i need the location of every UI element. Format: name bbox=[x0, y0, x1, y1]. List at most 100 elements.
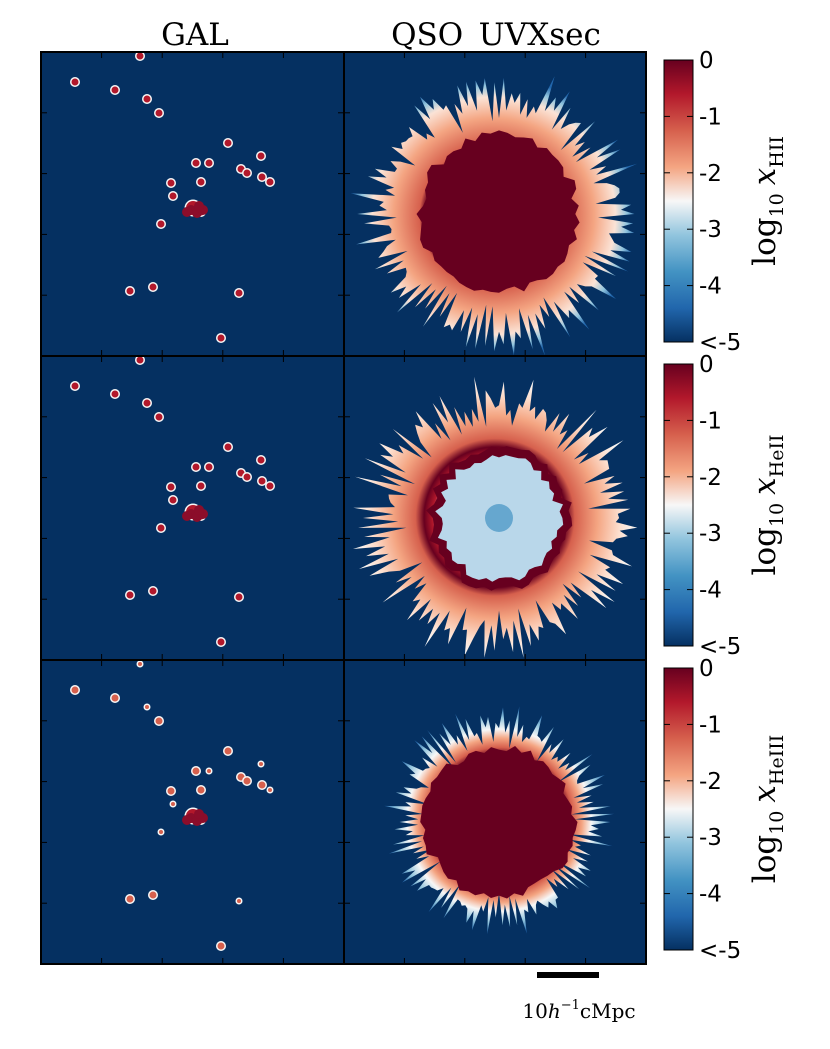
colorbar-label-base: 10 bbox=[766, 811, 788, 835]
gal-source-r2 bbox=[243, 777, 251, 785]
panel-content bbox=[70, 51, 638, 951]
gal-source-r2 bbox=[192, 767, 200, 775]
gal-source-r1 bbox=[169, 496, 177, 504]
gal-source-r0 bbox=[71, 78, 79, 86]
gal-source-r2 bbox=[138, 662, 142, 666]
gal-source-r1 bbox=[143, 399, 151, 407]
gal-source-r1 bbox=[111, 390, 119, 398]
colorbar-label-var: x bbox=[747, 785, 783, 803]
colorbar-tick-label: <-5 bbox=[699, 330, 741, 356]
gal-source-r1 bbox=[243, 473, 251, 481]
colorbar-label-sub: HII bbox=[766, 136, 788, 168]
gal-source-r2 bbox=[268, 788, 272, 792]
colorbar-label-prefix: log bbox=[747, 217, 783, 265]
gal-cluster-r2 bbox=[182, 815, 192, 825]
colorbar-tick-label: -1 bbox=[699, 712, 722, 738]
qso-center-r1 bbox=[485, 504, 513, 532]
gal-cluster-r2 bbox=[194, 809, 204, 819]
gal-source-r2 bbox=[207, 769, 211, 773]
panel-border-r2-c1 bbox=[343, 659, 647, 965]
colorbar-tick-label: -4 bbox=[699, 882, 722, 908]
colorbar-label-prefix: log bbox=[747, 527, 783, 575]
gal-source-r0 bbox=[126, 287, 134, 295]
qso-core-r2 bbox=[420, 746, 578, 899]
colorbar-tick-label: -1 bbox=[699, 104, 722, 130]
gal-source-r0 bbox=[235, 289, 243, 297]
colorbar-label-var: x bbox=[747, 167, 783, 185]
colorbar-r1 bbox=[663, 363, 694, 647]
gal-source-r1 bbox=[71, 382, 79, 390]
gal-source-r2 bbox=[126, 895, 134, 903]
colorbar-tick-label: <-5 bbox=[699, 634, 741, 660]
gal-source-r0 bbox=[197, 178, 205, 186]
colorbar-tick-label: -3 bbox=[699, 825, 722, 851]
gal-source-r1 bbox=[167, 483, 175, 491]
gal-source-r1 bbox=[192, 463, 200, 471]
gal-source-r2 bbox=[224, 747, 232, 755]
gal-cluster-r0 bbox=[182, 207, 192, 217]
gal-source-r2 bbox=[149, 891, 157, 899]
colorbar-label-prefix: log bbox=[747, 835, 783, 883]
gal-source-r2 bbox=[258, 781, 266, 789]
column-title-gal: GAL bbox=[161, 17, 229, 53]
gal-source-r2 bbox=[71, 686, 79, 694]
gal-source-r1 bbox=[136, 356, 144, 364]
gal-source-r0 bbox=[167, 179, 175, 187]
gal-source-r1 bbox=[155, 413, 163, 421]
column-title-qso: QSO_UVXsec bbox=[391, 17, 601, 53]
gal-source-r0 bbox=[136, 52, 144, 60]
gal-source-r0 bbox=[149, 283, 157, 291]
panel-borders bbox=[40, 51, 647, 965]
colorbar-tick-label: -2 bbox=[699, 769, 722, 795]
gal-source-r2 bbox=[197, 786, 205, 794]
gal-source-r1 bbox=[257, 456, 265, 464]
gal-source-r1 bbox=[205, 463, 213, 471]
gal-source-r2 bbox=[217, 942, 225, 950]
gal-source-r0 bbox=[205, 159, 213, 167]
gal-source-r0 bbox=[266, 178, 274, 186]
scale-bar-label: 10h−1cMpc bbox=[522, 998, 635, 1023]
gal-source-r0 bbox=[192, 159, 200, 167]
gal-source-r1 bbox=[224, 443, 232, 451]
colorbar-label-r0: log10 xHII bbox=[747, 136, 788, 266]
gal-source-r2 bbox=[111, 694, 119, 702]
gal-source-r2 bbox=[145, 705, 149, 709]
colorbar-tick-label: 0 bbox=[699, 48, 714, 74]
colorbar-label-r2: log10 xHeIII bbox=[747, 735, 788, 883]
colorbar-tick-label: -4 bbox=[699, 274, 722, 300]
colorbar-r0 bbox=[663, 59, 694, 343]
gal-source-r2 bbox=[259, 762, 263, 766]
colorbar-label-sub: HeIII bbox=[766, 735, 788, 785]
scale-bar-suffix: cMpc bbox=[580, 999, 636, 1023]
scale-bar-unit: h bbox=[548, 999, 561, 1023]
gal-source-r2 bbox=[237, 899, 241, 903]
gal-source-r1 bbox=[266, 482, 274, 490]
gal-source-r0 bbox=[243, 169, 251, 177]
colorbar-label-var: x bbox=[747, 477, 783, 495]
colorbar-label-base: 10 bbox=[766, 193, 788, 217]
gal-cluster-r0 bbox=[194, 201, 204, 211]
colorbar-tick-label: <-5 bbox=[699, 938, 741, 964]
gal-source-r0 bbox=[217, 334, 225, 342]
gal-source-r2 bbox=[171, 802, 175, 806]
qso-core-r0 bbox=[416, 130, 580, 293]
scale-bar-length: 10 bbox=[522, 999, 547, 1023]
gal-source-r0 bbox=[143, 95, 151, 103]
gal-source-r1 bbox=[126, 591, 134, 599]
gal-source-r0 bbox=[169, 192, 177, 200]
gal-source-r1 bbox=[157, 524, 165, 532]
gal-source-r0 bbox=[155, 109, 163, 117]
gal-cluster-r1 bbox=[182, 511, 192, 521]
colorbars: 0-1-2-3-4<-5log10xHII0-1-2-3-4<-5log10xH… bbox=[663, 48, 788, 964]
colorbar-label-r1: log10 xHeII bbox=[747, 435, 788, 576]
gal-source-r0 bbox=[111, 86, 119, 94]
colorbar-tick-label: -3 bbox=[699, 217, 722, 243]
colorbar-tick-label: 0 bbox=[699, 656, 714, 682]
colorbar-label-base: 10 bbox=[766, 503, 788, 527]
gal-source-r1 bbox=[258, 477, 266, 485]
colorbar-label-sub: HeII bbox=[766, 435, 788, 478]
colorbar-r2 bbox=[663, 667, 694, 951]
gal-source-r1 bbox=[235, 593, 243, 601]
gal-source-r0 bbox=[224, 139, 232, 147]
